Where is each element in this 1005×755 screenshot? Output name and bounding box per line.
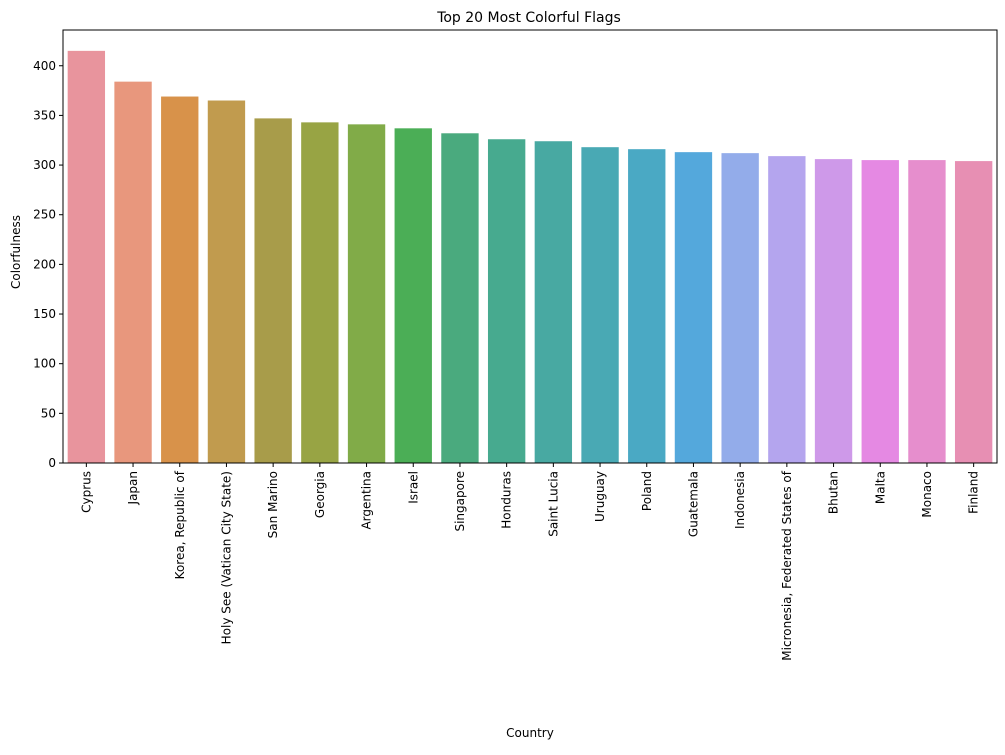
x-tick-label: Monaco <box>920 471 934 518</box>
bar-bhutan <box>815 159 852 463</box>
x-tick-label: Poland <box>640 471 654 511</box>
x-tick-label: Singapore <box>453 471 467 532</box>
bar-monaco <box>908 160 945 463</box>
bar-japan <box>114 82 151 463</box>
x-tick-label: Uruguay <box>593 471 607 522</box>
y-tick-label: 150 <box>33 307 56 321</box>
x-tick-label: Finland <box>967 471 981 514</box>
y-tick-label: 250 <box>33 208 56 222</box>
y-tick-label: 200 <box>33 257 56 271</box>
bar-san-marino <box>254 118 291 463</box>
x-tick-label: Argentina <box>360 471 374 530</box>
bar-guatemala <box>675 152 712 463</box>
x-tick-label: Malta <box>873 471 887 504</box>
x-tick-label: Honduras <box>500 471 514 529</box>
bars-group <box>68 51 993 463</box>
plot-frame <box>63 30 997 463</box>
y-axis: 0 50 100 150 200 250 300 350 400 <box>33 59 63 470</box>
y-tick-label: 350 <box>33 108 56 122</box>
x-axis-label: Country <box>506 726 554 740</box>
x-axis: Cyprus Japan Korea, Republic of Holy See (V… <box>79 463 980 661</box>
x-tick-label: Cyprus <box>79 471 93 513</box>
x-tick-label: Georgia <box>313 471 327 518</box>
y-tick-label: 100 <box>33 357 56 371</box>
bar-argentina <box>348 124 385 463</box>
bar-singapore <box>441 133 478 463</box>
x-tick-label: Saint Lucia <box>546 471 560 537</box>
bar-georgia <box>301 122 338 463</box>
bar-cyprus <box>68 51 105 463</box>
x-tick-label: Indonesia <box>733 471 747 529</box>
bar-israel <box>395 128 432 463</box>
x-tick-label: Japan <box>126 471 140 505</box>
y-tick-label: 50 <box>41 406 56 420</box>
bar-indonesia <box>721 153 758 463</box>
y-axis-label: Colorfulness <box>9 215 23 289</box>
x-tick-label: Israel <box>406 471 420 504</box>
bar-honduras <box>488 139 525 463</box>
y-tick-label: 400 <box>33 59 56 73</box>
bar-holy-see-vatican-city-state <box>208 101 245 463</box>
x-tick-label: Korea, Republic of <box>173 470 187 579</box>
bar-malta <box>862 160 899 463</box>
x-tick-label: Micronesia, Federated States of <box>780 470 794 660</box>
bar-poland <box>628 149 665 463</box>
bar-micronesia-federated-states-of <box>768 156 805 463</box>
bar-finland <box>955 161 992 463</box>
bar-korea-republic-of <box>161 97 198 463</box>
bar-uruguay <box>581 147 618 463</box>
y-tick-label: 0 <box>48 456 56 470</box>
chart-title: Top 20 Most Colorful Flags <box>436 10 621 26</box>
x-tick-label: San Marino <box>266 471 280 538</box>
bar-saint-lucia <box>535 141 572 463</box>
x-tick-label: Holy See (Vatican City State) <box>219 471 233 644</box>
x-tick-label: Bhutan <box>827 471 841 514</box>
y-tick-label: 300 <box>33 158 56 172</box>
x-tick-label: Guatemala <box>686 471 700 537</box>
